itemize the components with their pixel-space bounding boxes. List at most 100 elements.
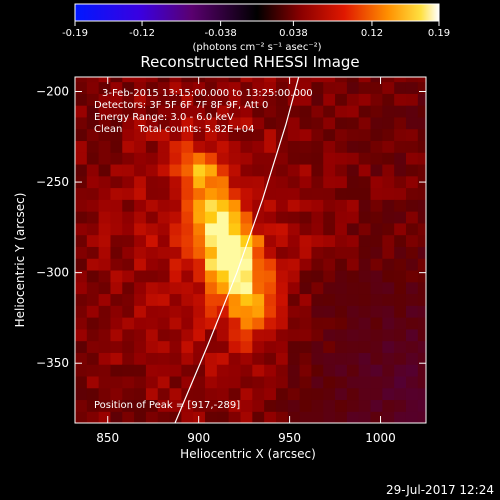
- heatmap-cell: [110, 105, 123, 118]
- heatmap-cell: [122, 140, 135, 153]
- heatmap-cell: [157, 328, 171, 342]
- heatmap-cell: [323, 317, 336, 330]
- heatmap-cell: [193, 305, 206, 318]
- heatmap-cell: [287, 211, 301, 224]
- heatmap-cell: [323, 77, 336, 83]
- heatmap-cell: [228, 163, 242, 177]
- heatmap-cell: [405, 340, 419, 353]
- heatmap-cell: [134, 399, 147, 412]
- heatmap-cell: [75, 140, 88, 153]
- heatmap-cell: [122, 317, 135, 330]
- heatmap-cell: [98, 258, 112, 271]
- heatmap-cell: [145, 116, 159, 130]
- heatmap-cell: [216, 246, 230, 259]
- heatmap-cell: [181, 211, 194, 224]
- heatmap-cell: [240, 269, 253, 283]
- heatmap-cell: [311, 411, 324, 423]
- heatmap-cell: [181, 293, 194, 306]
- heatmap-cell: [240, 258, 253, 271]
- heatmap-cell: [181, 116, 194, 130]
- heatmap-cell: [240, 77, 253, 83]
- heatmap-cell: [110, 352, 123, 365]
- heatmap-cell: [169, 305, 182, 318]
- heatmap-cell: [287, 152, 301, 165]
- heatmap-cell: [311, 387, 324, 401]
- heatmap-cell: [240, 93, 253, 106]
- heatmap-cell: [75, 93, 88, 106]
- heatmap-cell: [382, 222, 395, 236]
- heatmap-cell: [75, 234, 88, 247]
- heatmap-cell: [358, 77, 372, 83]
- heatmap-cell: [157, 258, 171, 271]
- heatmap-cell: [122, 234, 135, 247]
- heatmap-cell: [157, 375, 171, 389]
- heatmap-cell: [98, 105, 112, 118]
- heatmap-cell: [145, 234, 159, 247]
- heatmap-cell: [264, 152, 277, 165]
- heatmap-cell: [145, 411, 159, 423]
- heatmap-cell: [86, 77, 100, 83]
- heatmap-cell: [205, 81, 218, 94]
- heatmap-cell: [382, 116, 395, 130]
- heatmap-cell: [157, 352, 171, 365]
- heatmap-cell: [346, 317, 360, 330]
- heatmap-cell: [311, 81, 324, 94]
- heatmap-cell: [169, 81, 182, 94]
- heatmap-cell: [299, 352, 313, 365]
- heatmap-cell: [370, 175, 383, 189]
- heatmap-cell: [323, 152, 336, 165]
- heatmap-cell: [370, 93, 383, 106]
- heatmap-cell: [394, 81, 407, 94]
- heatmap-cell: [86, 387, 100, 401]
- heatmap-cell: [299, 305, 313, 318]
- heatmap-cell: [417, 305, 426, 318]
- heatmap-cell: [417, 340, 426, 353]
- heatmap-cell: [216, 116, 230, 130]
- heatmap-cell: [275, 340, 289, 353]
- heatmap-cell: [417, 140, 426, 153]
- heatmap-cell: [370, 375, 383, 389]
- heatmap-cell: [240, 246, 253, 259]
- heatmap-cell: [264, 77, 277, 83]
- heatmap-cell: [275, 211, 289, 224]
- heatmap-cell: [405, 364, 419, 377]
- heatmap-cell: [287, 293, 301, 306]
- heatmap-cell: [299, 269, 313, 283]
- heatmap-cell: [358, 352, 372, 365]
- heatmap-cell: [417, 328, 426, 342]
- heatmap-cell: [335, 375, 348, 389]
- heatmap-cell: [311, 187, 324, 200]
- heatmap-cell: [323, 175, 336, 189]
- heatmap-cell: [228, 128, 242, 142]
- heatmap-cell: [382, 128, 395, 142]
- heatmap-cell: [252, 328, 265, 342]
- heatmap-cell: [216, 234, 230, 247]
- heatmap-cell: [417, 116, 426, 130]
- heatmap-cell: [287, 163, 301, 177]
- heatmap-cell: [311, 105, 324, 118]
- heatmap-cell: [252, 93, 265, 106]
- heatmap-cell: [358, 340, 372, 353]
- heatmap-cell: [382, 340, 395, 353]
- heatmap-cell: [405, 187, 419, 200]
- heatmap-cell: [216, 211, 230, 224]
- heatmap-cell: [311, 128, 324, 142]
- heatmap-cell: [335, 175, 348, 189]
- heatmap-cell: [287, 411, 301, 423]
- heatmap-cell: [323, 234, 336, 247]
- heatmap-cell: [417, 222, 426, 236]
- heatmap-cell: [299, 234, 313, 247]
- heatmap-cell: [394, 411, 407, 423]
- heatmap-cell: [193, 222, 206, 236]
- heatmap-cell: [275, 93, 289, 106]
- heatmap-cell: [134, 258, 147, 271]
- heatmap-cell: [358, 375, 372, 389]
- heatmap-cell: [358, 152, 372, 165]
- heatmap-cell: [157, 399, 171, 412]
- heatmap-cell: [228, 187, 242, 200]
- heatmap-cell: [205, 128, 218, 142]
- heatmap-cell: [417, 234, 426, 247]
- heatmap-cell: [145, 187, 159, 200]
- heatmap-cell: [417, 199, 426, 212]
- heatmap-cell: [299, 211, 313, 224]
